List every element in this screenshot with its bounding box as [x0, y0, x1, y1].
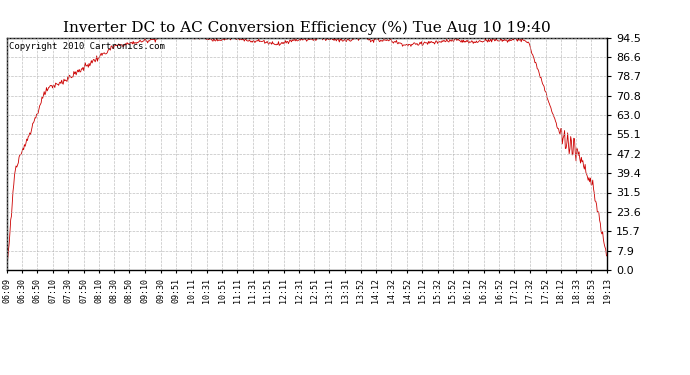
Title: Inverter DC to AC Conversion Efficiency (%) Tue Aug 10 19:40: Inverter DC to AC Conversion Efficiency …: [63, 21, 551, 35]
Text: Copyright 2010 Cartronics.com: Copyright 2010 Cartronics.com: [9, 42, 165, 51]
